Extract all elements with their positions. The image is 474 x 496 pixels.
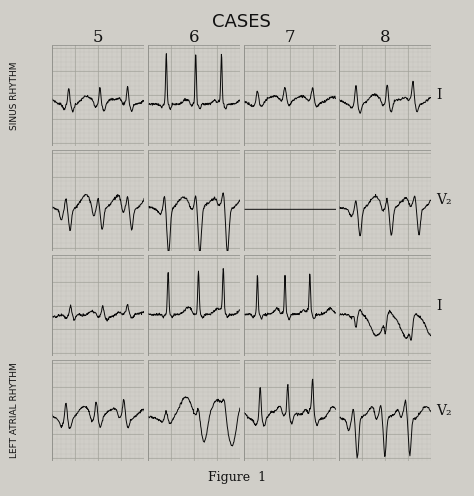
Text: I: I xyxy=(436,88,441,102)
Text: SINUS RHYTHM: SINUS RHYTHM xyxy=(10,62,18,130)
Text: LEFT ATRIAL RHYTHM: LEFT ATRIAL RHYTHM xyxy=(10,362,18,458)
Text: V₂: V₂ xyxy=(436,404,452,418)
Text: 7: 7 xyxy=(284,29,295,46)
Text: 8: 8 xyxy=(380,29,391,46)
Text: I: I xyxy=(436,299,441,312)
Text: CASES: CASES xyxy=(212,13,271,31)
Text: V₂: V₂ xyxy=(436,193,452,207)
Text: Figure  1: Figure 1 xyxy=(208,471,266,484)
Text: 5: 5 xyxy=(93,29,103,46)
Text: 6: 6 xyxy=(189,29,199,46)
